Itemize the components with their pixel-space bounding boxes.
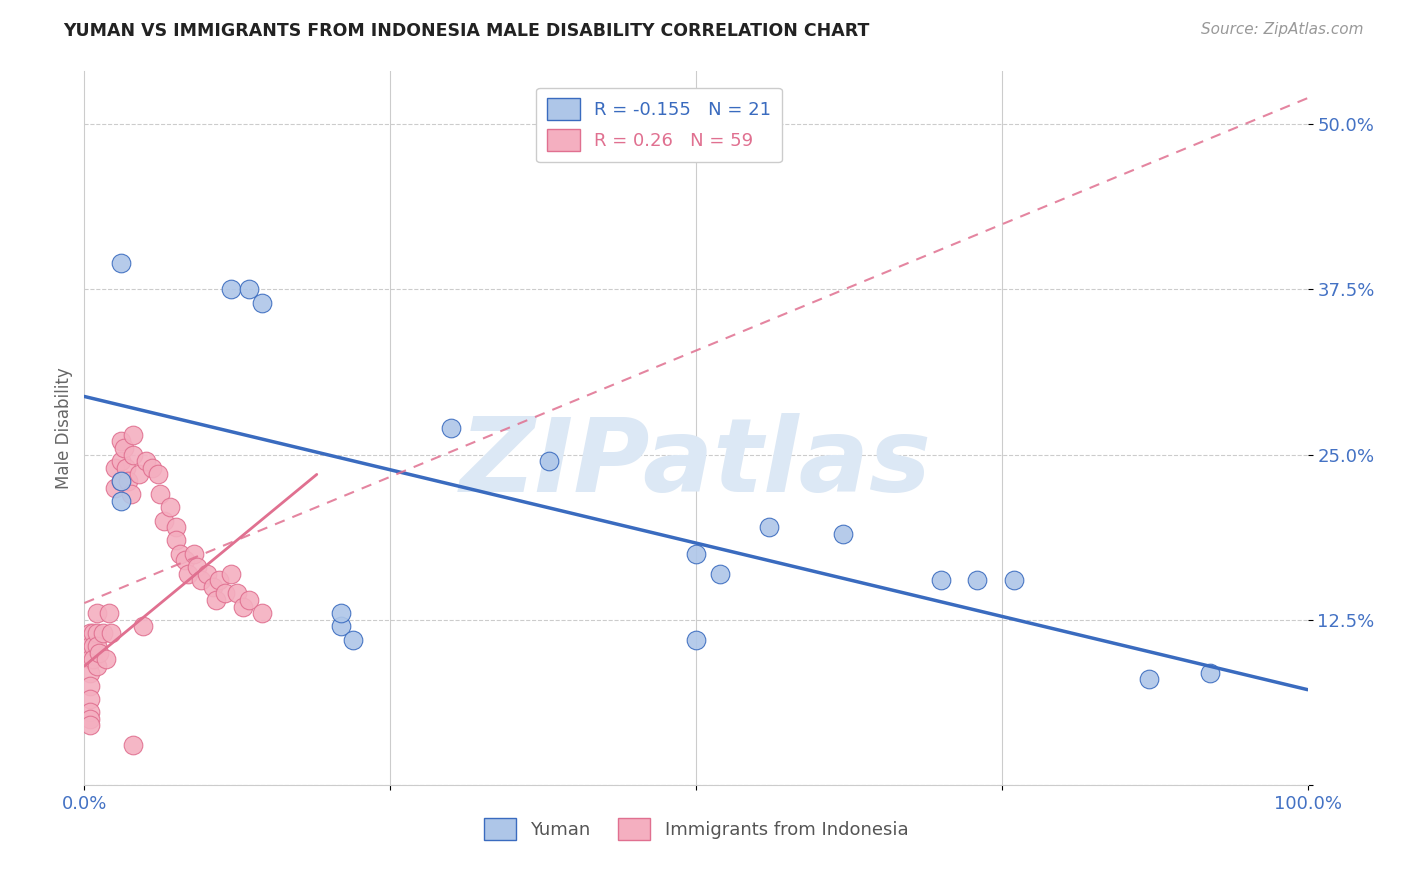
Point bbox=[219, 282, 242, 296]
Point bbox=[709, 566, 731, 581]
Point bbox=[177, 566, 200, 581]
Point bbox=[208, 573, 231, 587]
Point bbox=[685, 547, 707, 561]
Point bbox=[79, 639, 101, 653]
Point bbox=[100, 626, 122, 640]
Point bbox=[238, 593, 260, 607]
Point bbox=[115, 460, 138, 475]
Legend: Yuman, Immigrants from Indonesia: Yuman, Immigrants from Indonesia bbox=[477, 811, 915, 847]
Point bbox=[79, 652, 101, 666]
Point bbox=[165, 533, 187, 548]
Point bbox=[1137, 672, 1160, 686]
Point bbox=[219, 566, 242, 581]
Point bbox=[82, 652, 104, 666]
Point bbox=[330, 606, 353, 620]
Point bbox=[104, 460, 127, 475]
Point bbox=[966, 573, 988, 587]
Point bbox=[250, 295, 273, 310]
Point bbox=[250, 606, 273, 620]
Point bbox=[79, 718, 101, 732]
Point bbox=[232, 599, 254, 614]
Point bbox=[330, 619, 353, 633]
Point bbox=[110, 474, 132, 488]
Point bbox=[104, 481, 127, 495]
Point bbox=[183, 547, 205, 561]
Point bbox=[165, 520, 187, 534]
Point bbox=[128, 467, 150, 482]
Point bbox=[112, 441, 135, 455]
Point bbox=[440, 421, 463, 435]
Point bbox=[342, 632, 364, 647]
Point bbox=[120, 487, 142, 501]
Point bbox=[79, 712, 101, 726]
Point bbox=[186, 560, 208, 574]
Point bbox=[1002, 573, 1025, 587]
Point bbox=[214, 586, 236, 600]
Point bbox=[205, 593, 228, 607]
Point bbox=[831, 527, 853, 541]
Point bbox=[82, 639, 104, 653]
Point bbox=[929, 573, 952, 587]
Point bbox=[153, 514, 176, 528]
Point bbox=[91, 626, 114, 640]
Point bbox=[79, 706, 101, 720]
Point bbox=[86, 639, 108, 653]
Point bbox=[110, 493, 132, 508]
Point bbox=[79, 692, 101, 706]
Point bbox=[135, 454, 157, 468]
Point bbox=[110, 454, 132, 468]
Point bbox=[141, 460, 163, 475]
Point bbox=[117, 474, 139, 488]
Point bbox=[758, 520, 780, 534]
Point bbox=[97, 606, 120, 620]
Point bbox=[169, 547, 191, 561]
Point bbox=[238, 282, 260, 296]
Point bbox=[122, 448, 145, 462]
Point bbox=[96, 652, 118, 666]
Point bbox=[538, 454, 561, 468]
Point bbox=[110, 474, 132, 488]
Point bbox=[146, 467, 169, 482]
Point bbox=[87, 646, 110, 660]
Point bbox=[122, 739, 145, 753]
Point bbox=[195, 566, 218, 581]
Point bbox=[86, 659, 108, 673]
Point bbox=[86, 606, 108, 620]
Point bbox=[685, 632, 707, 647]
Point bbox=[122, 427, 145, 442]
Point bbox=[201, 580, 224, 594]
Text: ZIPatlas: ZIPatlas bbox=[460, 413, 932, 515]
Point bbox=[110, 256, 132, 270]
Point bbox=[1198, 665, 1220, 680]
Point bbox=[190, 573, 212, 587]
Y-axis label: Male Disability: Male Disability bbox=[55, 368, 73, 489]
Point bbox=[79, 665, 101, 680]
Point bbox=[149, 487, 172, 501]
Point bbox=[82, 626, 104, 640]
Point bbox=[226, 586, 249, 600]
Point bbox=[79, 626, 101, 640]
Point bbox=[173, 553, 195, 567]
Point bbox=[79, 679, 101, 693]
Point bbox=[159, 500, 181, 515]
Text: YUMAN VS IMMIGRANTS FROM INDONESIA MALE DISABILITY CORRELATION CHART: YUMAN VS IMMIGRANTS FROM INDONESIA MALE … bbox=[63, 22, 870, 40]
Point bbox=[86, 626, 108, 640]
Text: Source: ZipAtlas.com: Source: ZipAtlas.com bbox=[1201, 22, 1364, 37]
Point bbox=[110, 434, 132, 449]
Point bbox=[132, 619, 155, 633]
